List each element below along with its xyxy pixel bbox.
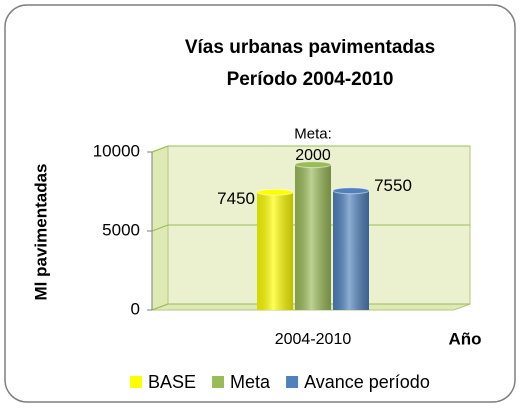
legend-swatch (286, 376, 299, 388)
value-label: 7550 (374, 176, 412, 195)
legend-label: BASE (148, 372, 196, 392)
bar-shade (295, 164, 331, 310)
annotation: Meta: (294, 126, 332, 143)
y-tick-label: 5000 (102, 220, 140, 239)
legend-label: Avance período (304, 372, 430, 392)
bar-top (256, 188, 294, 196)
grid-line (151, 303, 470, 311)
grid-line (151, 224, 470, 232)
legend-label: Meta (230, 372, 271, 392)
chart-title: Período 2004-2010 (227, 69, 394, 90)
bar-shade (333, 190, 369, 310)
x-axis-label: Año (448, 329, 481, 348)
grid-line (151, 145, 470, 153)
y-tick-label: 10000 (93, 141, 140, 160)
bar-shade (257, 192, 293, 310)
legend-swatch (212, 376, 225, 388)
x-tick-label: 2004-2010 (275, 331, 352, 348)
chart-title: Vías urbanas pavimentadas (185, 37, 435, 58)
y-axis-label: Ml pavimentadas (31, 164, 50, 301)
bar-top (294, 161, 332, 169)
y-tick-label: 0 (131, 299, 140, 318)
legend-swatch (130, 376, 142, 388)
value-label: 7450 (217, 189, 255, 208)
bar-top (332, 187, 370, 195)
annotation: 2000 (295, 147, 331, 164)
